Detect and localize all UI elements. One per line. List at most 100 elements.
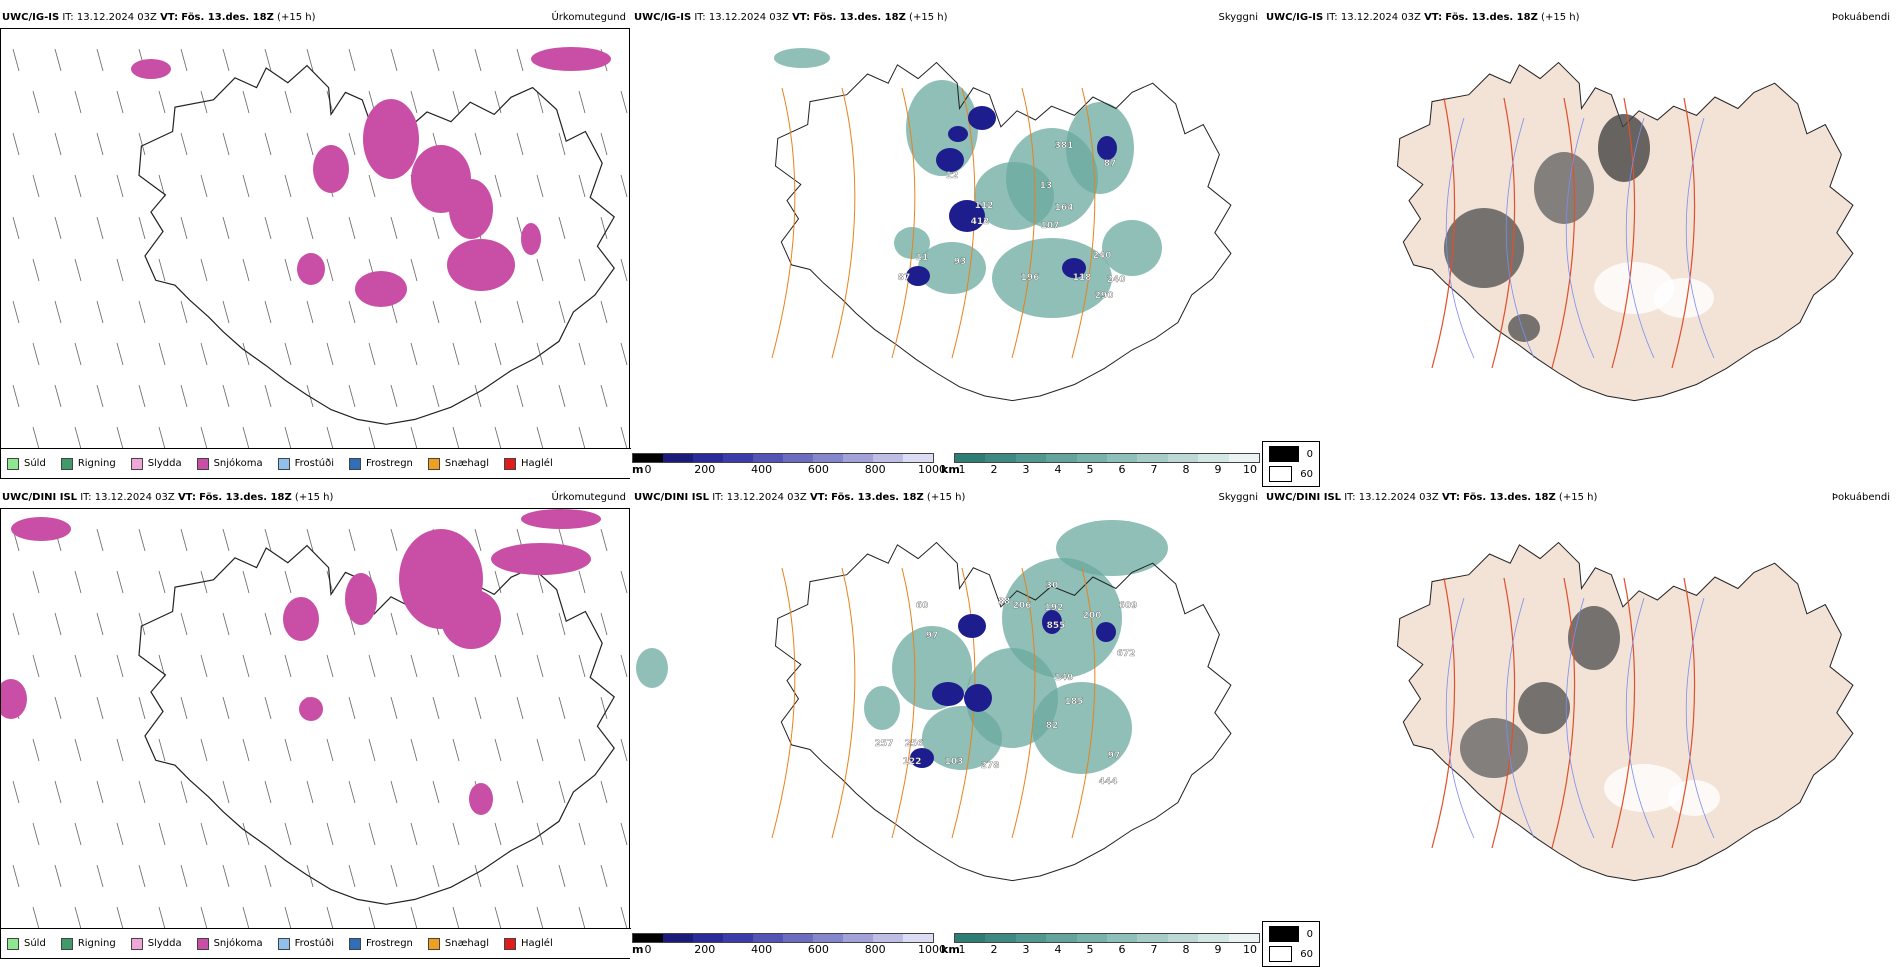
- scale-cell: [783, 934, 813, 942]
- cloud-base-label: 609: [1119, 601, 1138, 611]
- low-visibility-area: [1002, 558, 1122, 678]
- wind-barb: [180, 612, 188, 636]
- wind-barb: [410, 426, 418, 450]
- wind-barb: [284, 906, 292, 930]
- legend-swatch: [196, 457, 209, 470]
- legend-label: Snæhagl: [444, 458, 490, 469]
- wind-barb: [264, 528, 272, 552]
- visibility-ticks: 1 2 3 4 5 6 7 8 9 10: [954, 943, 1258, 957]
- wind-barb: [432, 696, 440, 720]
- cloud-base-label: 256: [905, 739, 924, 749]
- wind-barb: [96, 864, 104, 888]
- wind-barb: [348, 48, 356, 72]
- cloud-base-label: 97: [1108, 751, 1121, 761]
- legend-item: Rigning: [60, 937, 116, 950]
- wind-barb: [200, 258, 208, 282]
- scale-cell: [955, 454, 986, 462]
- low-visibility-area: [894, 227, 930, 259]
- snow-area: [521, 509, 601, 529]
- wind-barb: [284, 174, 292, 198]
- cloud-base-label: 88: [998, 597, 1011, 607]
- fog-legend-row: 0: [1269, 926, 1313, 942]
- wind-barb: [536, 738, 544, 762]
- wind-barb: [138, 300, 146, 324]
- cloud-map: 381 87 13 12 112 412 164 107 11 93 87 196 118 240 240 2…: [771, 48, 1232, 402]
- legend-swatch: [130, 457, 143, 470]
- cloud-base-label: 855: [1047, 621, 1066, 631]
- wind-barb: [578, 906, 586, 930]
- wind-barb: [494, 654, 502, 678]
- cloud-base-label: 30: [1046, 581, 1059, 591]
- wind-barb: [306, 300, 314, 324]
- legend-swatch: [60, 937, 73, 950]
- snow-area: [299, 697, 323, 721]
- wind-barb: [432, 384, 440, 408]
- scale-cell: [873, 454, 903, 462]
- wind-barb: [12, 300, 20, 324]
- legend-item: Frostregn: [349, 937, 413, 950]
- legend-label: Súld: [24, 938, 46, 949]
- snow-area: [363, 99, 419, 179]
- lead-time: (+15 h): [294, 492, 334, 503]
- wind-barb: [96, 612, 104, 636]
- wind-barb: [578, 426, 586, 450]
- wind-barb: [242, 738, 250, 762]
- lead-time: (+15 h): [1541, 12, 1580, 23]
- wind-barb: [54, 384, 62, 408]
- river-line: [1625, 597, 1655, 839]
- wind-barb: [264, 300, 272, 324]
- wind-barb: [536, 654, 544, 678]
- wind-barb: [578, 258, 586, 282]
- scale-cell: [1107, 454, 1138, 462]
- fog-panel-row2: UWC/DINI ISL IT: 13.12.2024 03Z VT: Fös.…: [1264, 492, 1894, 959]
- low-cloud-base-area: [906, 266, 930, 286]
- cloud-base-label: 412: [971, 217, 990, 227]
- wind-barb: [54, 216, 62, 240]
- cloud-base-label: 192: [1045, 603, 1064, 613]
- river-line: [1505, 117, 1535, 359]
- legend-label: Snjókoma: [213, 458, 263, 469]
- map-frame: [1264, 508, 1894, 959]
- wind-barb: [620, 822, 628, 846]
- fog-area: [1604, 764, 1684, 812]
- cloud-base-label: 185: [1065, 697, 1084, 707]
- wind-barb: [158, 258, 166, 282]
- wind-barb: [536, 258, 544, 282]
- panel-header: UWC/IG-IS IT: 13.12.2024 03Z VT: Fös. 13…: [2, 12, 626, 28]
- low-cloud-base-area: [1096, 622, 1116, 642]
- cloud-base-label: 240: [1093, 251, 1112, 261]
- wind-barb: [578, 822, 586, 846]
- road-line: [1011, 87, 1036, 359]
- wind-barb: [348, 780, 356, 804]
- road-line: [1431, 577, 1456, 849]
- wind-barb: [474, 48, 482, 72]
- panel-header: UWC/DINI ISL IT: 13.12.2024 03Z VT: Fös.…: [2, 492, 626, 508]
- valid-label: VT:: [809, 492, 828, 503]
- wind-barb: [32, 342, 40, 366]
- wind-barb: [600, 384, 608, 408]
- panel-title: Skyggni: [1218, 492, 1258, 503]
- wind-barb: [96, 780, 104, 804]
- map-frame: Súld Rigning Slydda Snjókoma Frostúði Frostre…: [0, 508, 631, 959]
- cloud-base-label: 12: [946, 171, 959, 181]
- valid-time: Fös. 13.des. 18Z: [813, 12, 906, 23]
- legend-item: Haglél: [504, 457, 553, 470]
- wind-barb: [368, 738, 376, 762]
- cloud-base-label: 381: [1055, 141, 1074, 151]
- scale-cell: [663, 454, 693, 462]
- river-line: [1625, 117, 1655, 359]
- legend-label: Slydda: [147, 458, 182, 469]
- wind-barb: [620, 90, 628, 114]
- visibility-scalebar: [954, 933, 1260, 943]
- wind-barb: [306, 528, 314, 552]
- wind-barb: [578, 654, 586, 678]
- wind-barb: [116, 906, 124, 930]
- coastline: [138, 64, 615, 425]
- valid-time: Fös. 13.des. 18Z: [1463, 492, 1556, 503]
- wind-barb: [578, 570, 586, 594]
- wind-barb: [138, 780, 146, 804]
- wind-barb: [494, 906, 502, 930]
- scale-cell: [1015, 454, 1047, 462]
- wind-barb: [474, 696, 482, 720]
- wind-barb: [74, 174, 82, 198]
